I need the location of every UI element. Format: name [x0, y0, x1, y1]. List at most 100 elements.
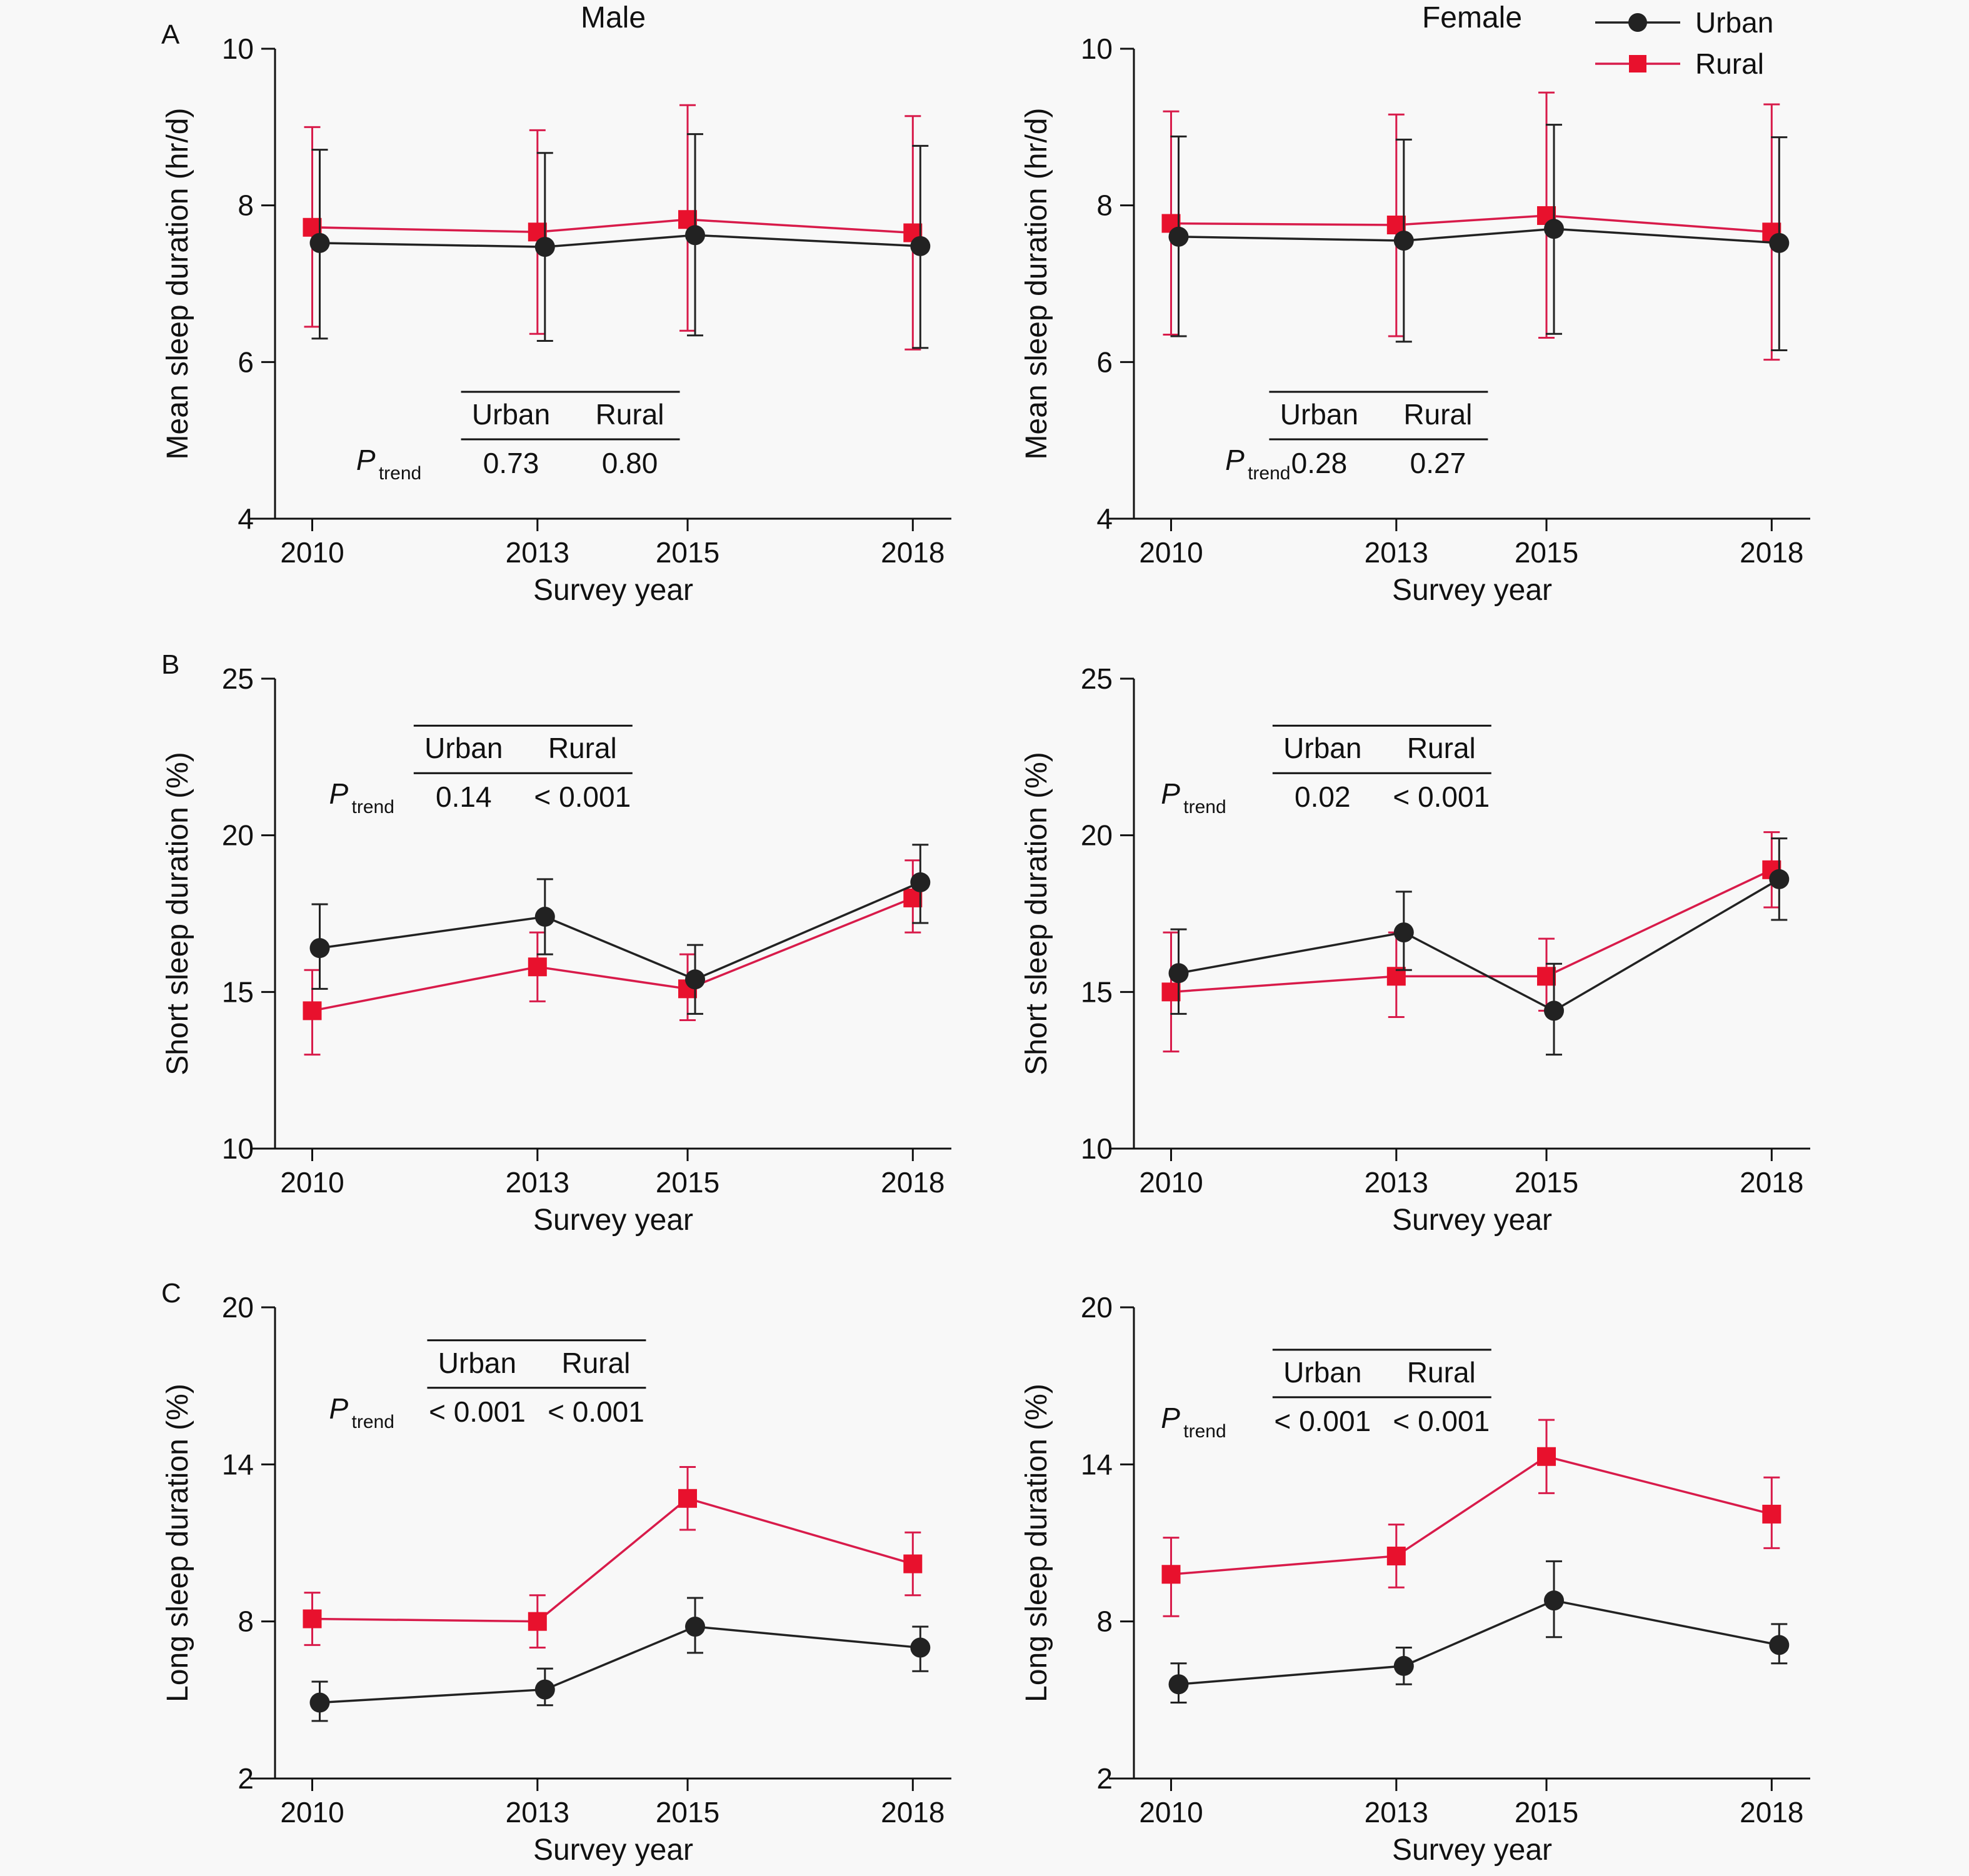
x-tick-label: 2018: [881, 1166, 944, 1199]
ptrend-table: Urban Rural 0.73 0.80 P trend: [356, 391, 680, 484]
panel-B-female: 10 15 20 25 2010 2013 2015 2018 Survey year Short…: [1020, 662, 1810, 1237]
x-tick-label: 2015: [656, 1796, 719, 1829]
legend-rural-marker: [1629, 55, 1646, 72]
data-point-rural: [1762, 1504, 1781, 1524]
table-header-rural: Rural: [548, 732, 617, 764]
ptrend-urban-value: < 0.001: [429, 1395, 526, 1428]
data-point-urban: [910, 872, 931, 892]
panel-C-male: 2 8 14 20 2010 2013 2015 2018 Survey year Long sl…: [161, 1278, 951, 1867]
data-point-rural: [678, 1489, 698, 1508]
x-tick-label: 2010: [280, 1796, 344, 1829]
x-axis-title: Survey year: [533, 1834, 693, 1867]
legend-urban-marker: [1628, 13, 1647, 32]
ptrend-subscript: trend: [1183, 797, 1226, 817]
series-rural: [1161, 1419, 1781, 1617]
ptrend-urban-value: 0.73: [483, 447, 539, 479]
x-tick-label: 2010: [280, 1166, 344, 1199]
y-tick-label: 20: [1081, 819, 1113, 852]
legend-urban-label: Urban: [1695, 6, 1773, 39]
y-tick-label: 25: [1081, 662, 1113, 695]
series-line-urban: [1178, 1599, 1780, 1685]
x-axis-title: Survey year: [1392, 1834, 1552, 1867]
x-tick-label: 2013: [1365, 1796, 1428, 1829]
x-tick-label: 2013: [506, 536, 569, 569]
x-axis-title: Survey year: [533, 574, 693, 607]
series-line-rural: [312, 1497, 913, 1623]
data-point-urban: [685, 969, 706, 990]
ptrend-rural-value: < 0.001: [534, 781, 631, 813]
x-tick-label: 2015: [1515, 1796, 1578, 1829]
x-tick-label: 2015: [656, 1166, 719, 1199]
y-tick-label: 15: [222, 975, 254, 1008]
series-line-urban: [1178, 227, 1780, 244]
data-point-urban: [309, 1692, 330, 1713]
ptrend-table: Urban Rural 0.14 < 0.001 P trend: [329, 724, 633, 817]
x-tick-label: 2018: [1740, 536, 1803, 569]
data-point-urban: [1544, 219, 1565, 239]
table-header-urban: Urban: [1283, 732, 1361, 764]
y-tick-label: 10: [1081, 32, 1113, 65]
series-line-urban: [319, 881, 921, 981]
ptrend-urban-value: < 0.001: [1274, 1405, 1371, 1437]
series-line-urban: [1178, 878, 1780, 1012]
ptrend-table: Urban Rural 0.02 < 0.001 P trend: [1161, 724, 1491, 817]
y-tick-label: 20: [222, 1291, 254, 1324]
x-tick-label: 2013: [506, 1796, 569, 1829]
y-tick-label: 8: [238, 189, 254, 222]
data-point-urban: [910, 1637, 931, 1658]
panel-title: Male: [581, 1, 646, 34]
series-urban: [1168, 1560, 1790, 1704]
x-tick-label: 2013: [1365, 536, 1428, 569]
table-header-rural: Rural: [561, 1347, 630, 1379]
ptrend-urban-value: 0.14: [436, 781, 492, 813]
ptrend-subscript: trend: [1248, 463, 1290, 484]
series-urban: [309, 844, 931, 1015]
table-header-urban: Urban: [424, 732, 503, 764]
ptrend-rural-value: < 0.001: [548, 1395, 644, 1428]
series-urban: [309, 1597, 931, 1722]
series-line-urban: [319, 234, 921, 248]
legend: Urban Rural: [1595, 6, 1773, 80]
data-point-rural: [303, 1609, 322, 1629]
panel-letter: C: [161, 1278, 181, 1309]
y-axis-title: Long sleep duration (%): [161, 1384, 194, 1702]
ptrend-label: P: [1161, 777, 1180, 810]
ptrend-subscript: trend: [1183, 1421, 1226, 1442]
y-tick-label: 6: [1096, 346, 1113, 378]
data-point-urban: [1393, 1655, 1414, 1676]
table-header-urban: Urban: [438, 1347, 516, 1379]
y-tick-label: 4: [238, 502, 254, 535]
ptrend-label: P: [329, 1392, 349, 1425]
x-tick-label: 2010: [280, 536, 344, 569]
y-axis-title: Short sleep duration (%): [1020, 752, 1053, 1075]
data-point-rural: [903, 1554, 923, 1574]
series-line-rural: [1171, 1455, 1772, 1576]
data-point-urban: [1393, 231, 1414, 251]
x-tick-label: 2013: [506, 1166, 569, 1199]
y-tick-label: 25: [222, 662, 254, 695]
data-point-urban: [534, 1679, 555, 1700]
x-axis-title: Survey year: [1392, 1204, 1552, 1237]
data-point-rural: [1537, 967, 1556, 986]
ptrend-label: P: [1225, 444, 1245, 476]
y-axis-title: Long sleep duration (%): [1020, 1384, 1053, 1702]
x-tick-label: 2015: [656, 536, 719, 569]
x-tick-label: 2018: [1740, 1166, 1803, 1199]
x-tick-label: 2018: [1740, 1796, 1803, 1829]
ptrend-rural-value: 0.80: [602, 447, 658, 479]
ptrend-urban-value: 0.28: [1291, 447, 1348, 479]
table-header-rural: Rural: [1407, 732, 1476, 764]
data-point-urban: [309, 938, 330, 959]
series-rural: [303, 1466, 923, 1649]
data-point-urban: [1168, 226, 1189, 247]
panel-C-female: 2 8 14 20 2010 2013 2015 2018 Survey year Long sl…: [1020, 1291, 1810, 1867]
data-point-urban: [1769, 232, 1790, 253]
data-point-rural: [528, 957, 547, 977]
series-rural: [303, 104, 923, 351]
ptrend-subscript: trend: [379, 463, 421, 484]
x-tick-label: 2018: [881, 536, 944, 569]
table-header-urban: Urban: [1280, 398, 1358, 431]
series-line-rural: [1171, 869, 1773, 994]
y-tick-label: 10: [1081, 1132, 1113, 1165]
